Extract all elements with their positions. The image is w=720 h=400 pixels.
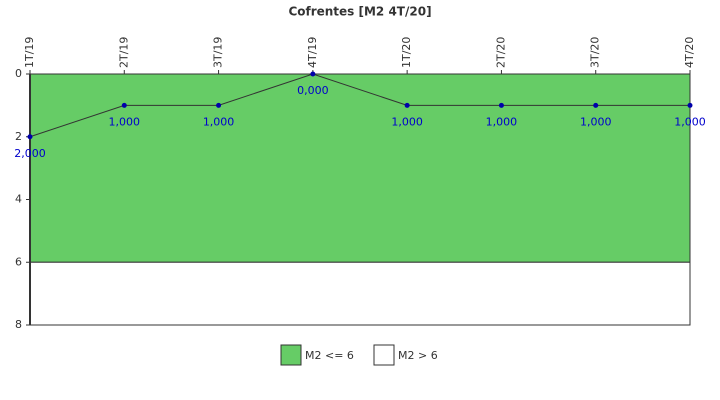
data-point [687,102,693,108]
x-tick-label: 3T/20 [589,37,602,68]
value-label: 1,000 [674,115,706,128]
data-line [29,73,690,138]
value-label: 1,000 [486,115,518,128]
data-point [216,102,222,108]
value-label: 1,000 [203,115,235,128]
legend-swatch [280,344,302,366]
data-point [121,102,127,108]
y-tick-label: 6 [15,255,22,268]
data-point [310,71,316,77]
x-tick-label: 2T/20 [494,37,507,68]
x-tick-label: 2T/19 [117,37,130,68]
y-tick-label: 8 [15,318,22,331]
data-point [593,102,599,108]
chart-title: Cofrentes [M2 4T/20] [288,5,431,19]
x-tick-label: 3T/19 [212,37,225,68]
band [29,73,691,263]
y-tick-label: 4 [15,193,22,206]
legend-label: M2 <= 6 [305,349,354,362]
data-point [498,102,504,108]
value-label: 1,000 [109,115,141,128]
x-tick-label: 4T/20 [683,37,696,68]
band [29,261,691,326]
x-tick-label: 1T/19 [23,37,36,68]
legend-swatch [373,344,395,366]
data-point [27,134,33,140]
value-label: 1,000 [391,115,423,128]
x-tick-label: 1T/20 [400,37,413,68]
y-tick-label: 2 [15,130,22,143]
value-label: 2,000 [14,147,46,160]
legend-label: M2 > 6 [398,349,438,362]
value-label: 0,000 [297,84,329,97]
x-tick-label: 4T/19 [306,37,319,68]
y-tick-label: 0 [15,67,22,80]
value-label: 1,000 [580,115,612,128]
data-point [404,102,410,108]
